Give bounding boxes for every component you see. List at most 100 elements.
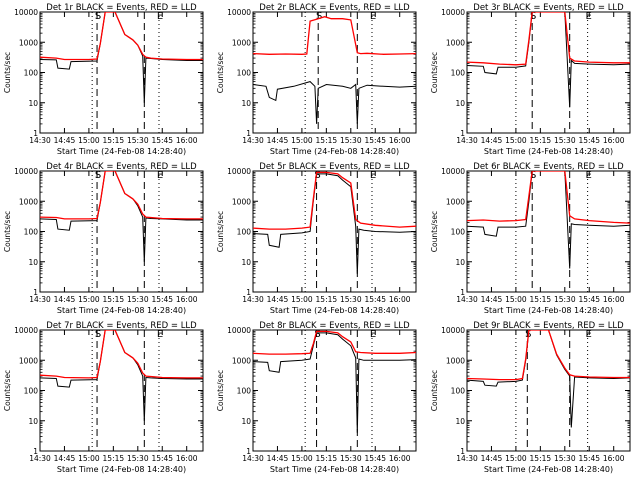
y-tick-label: 100 (24, 387, 39, 396)
x-tick-label: 16:00 (176, 136, 198, 145)
y-tick-label: 10000 (227, 326, 251, 335)
x-tick-label: 16:00 (176, 295, 198, 304)
y-tick-label: 1000 (232, 38, 251, 47)
x-tick-label: 15:45 (578, 295, 600, 304)
panel-title: Det 5r BLACK = Events, RED = LLD (259, 162, 410, 172)
y-tick-label: 100 (24, 228, 39, 237)
panel-2: Det 2r BLACK = Events, RED = LLD Counts/s… (216, 3, 417, 156)
x-tick-label: 14:30 (29, 454, 51, 463)
panel-title: Det 1r BLACK = Events, RED = LLD (46, 3, 197, 13)
y-tick-label: 100 (451, 69, 466, 78)
lld-series-line (253, 171, 416, 230)
x-axis-label: Start Time (24-Feb-08 14:28:40) (57, 306, 186, 315)
x-tick-label: 15:15 (530, 295, 552, 304)
panel-9: Det 9r BLACK = Events, RED = LLD Counts/s… (430, 321, 631, 474)
x-tick-label: 14:30 (242, 454, 264, 463)
x-tick-label: 15:00 (78, 136, 100, 145)
panel-4: Det 4r BLACK = Events, RED = LLD Counts/s… (3, 162, 204, 315)
lld-series-line (467, 171, 630, 224)
y-tick-label: 1 (246, 288, 251, 297)
x-tick-label: 15:45 (151, 295, 173, 304)
x-tick-label: 16:00 (603, 136, 625, 145)
x-tick-label: 15:00 (291, 136, 313, 145)
x-axis-label: Start Time (24-Feb-08 14:28:40) (270, 465, 399, 474)
x-tick-label: 15:00 (505, 454, 527, 463)
marker-label: E (370, 170, 376, 181)
marker-label: E (585, 170, 591, 181)
x-tick-label: 16:00 (603, 295, 625, 304)
panel-6: Det 6r BLACK = Events, RED = LLD Counts/s… (430, 162, 631, 315)
x-tick-label: 14:30 (456, 136, 478, 145)
events-series-line (253, 332, 416, 433)
x-tick-label: 16:00 (389, 454, 411, 463)
x-tick-label: 15:00 (78, 295, 100, 304)
y-tick-label: 10000 (441, 8, 465, 17)
x-tick-label: 15:45 (151, 136, 173, 145)
x-tick-label: 14:45 (54, 136, 76, 145)
lld-series-line (40, 330, 203, 379)
x-tick-label: 16:00 (389, 295, 411, 304)
x-tick-label: 15:30 (127, 295, 149, 304)
x-tick-label: 15:45 (578, 454, 600, 463)
marker-label: E (370, 329, 376, 340)
marker-label: S (314, 170, 320, 181)
y-axis-label: Counts/sec (430, 211, 439, 252)
y-axis-label: Counts/sec (430, 52, 439, 93)
x-tick-label: 15:15 (103, 136, 125, 145)
panel-8: Det 8r BLACK = Events, RED = LLD Counts/s… (216, 321, 417, 474)
marker-label: S (95, 11, 101, 22)
events-series-line (253, 81, 416, 124)
y-tick-label: 10 (28, 99, 38, 108)
x-tick-label: 14:45 (267, 454, 289, 463)
x-tick-label: 14:45 (267, 295, 289, 304)
panel-5: Det 5r BLACK = Events, RED = LLD Counts/s… (216, 162, 417, 315)
y-tick-label: 1000 (19, 38, 38, 47)
x-tick-label: 14:45 (54, 454, 76, 463)
x-tick-label: 15:45 (364, 136, 386, 145)
y-tick-label: 100 (451, 228, 466, 237)
x-tick-label: 15:00 (78, 454, 100, 463)
x-tick-label: 15:15 (530, 136, 552, 145)
y-axis-label: Counts/sec (3, 211, 12, 252)
x-tick-label: 15:30 (554, 295, 576, 304)
x-axis-label: Start Time (24-Feb-08 14:28:40) (57, 147, 186, 156)
y-tick-label: 10000 (14, 167, 38, 176)
x-tick-label: 15:45 (151, 454, 173, 463)
y-tick-label: 100 (451, 387, 466, 396)
events-series-line (467, 330, 630, 428)
y-axis-label: Counts/sec (3, 370, 12, 411)
y-tick-label: 1 (246, 447, 251, 456)
panel-title: Det 2r BLACK = Events, RED = LLD (259, 3, 410, 13)
panel-title: Det 6r BLACK = Events, RED = LLD (473, 162, 624, 172)
x-tick-label: 14:30 (456, 454, 478, 463)
x-axis-label: Start Time (24-Feb-08 14:28:40) (57, 465, 186, 474)
panel-title: Det 8r BLACK = Events, RED = LLD (259, 321, 410, 331)
y-tick-label: 10000 (441, 167, 465, 176)
y-tick-label: 1 (460, 129, 465, 138)
y-tick-label: 1000 (446, 197, 465, 206)
y-tick-label: 10 (28, 417, 38, 426)
marker-label: S (530, 11, 536, 22)
lld-series-line (40, 171, 203, 220)
y-tick-label: 10 (455, 417, 465, 426)
x-tick-label: 15:30 (127, 454, 149, 463)
marker-label: S (314, 329, 320, 340)
y-tick-label: 10 (241, 99, 251, 108)
panel-title: Det 9r BLACK = Events, RED = LLD (473, 321, 624, 331)
y-tick-label: 1 (460, 288, 465, 297)
x-tick-label: 15:00 (505, 295, 527, 304)
x-tick-label: 15:45 (578, 136, 600, 145)
x-tick-label: 15:30 (340, 136, 362, 145)
panel-title: Det 3r BLACK = Events, RED = LLD (473, 3, 624, 13)
x-tick-label: 15:15 (103, 295, 125, 304)
plot-frame (252, 329, 417, 452)
y-tick-label: 10000 (441, 326, 465, 335)
y-tick-label: 10000 (14, 8, 38, 17)
x-axis-label: Start Time (24-Feb-08 14:28:40) (484, 306, 613, 315)
y-tick-label: 100 (237, 228, 252, 237)
marker-label: S (95, 329, 101, 340)
marker-label: E (370, 11, 376, 22)
x-axis-label: Start Time (24-Feb-08 14:28:40) (270, 306, 399, 315)
x-tick-label: 16:00 (176, 454, 198, 463)
plot-frame (252, 11, 417, 134)
